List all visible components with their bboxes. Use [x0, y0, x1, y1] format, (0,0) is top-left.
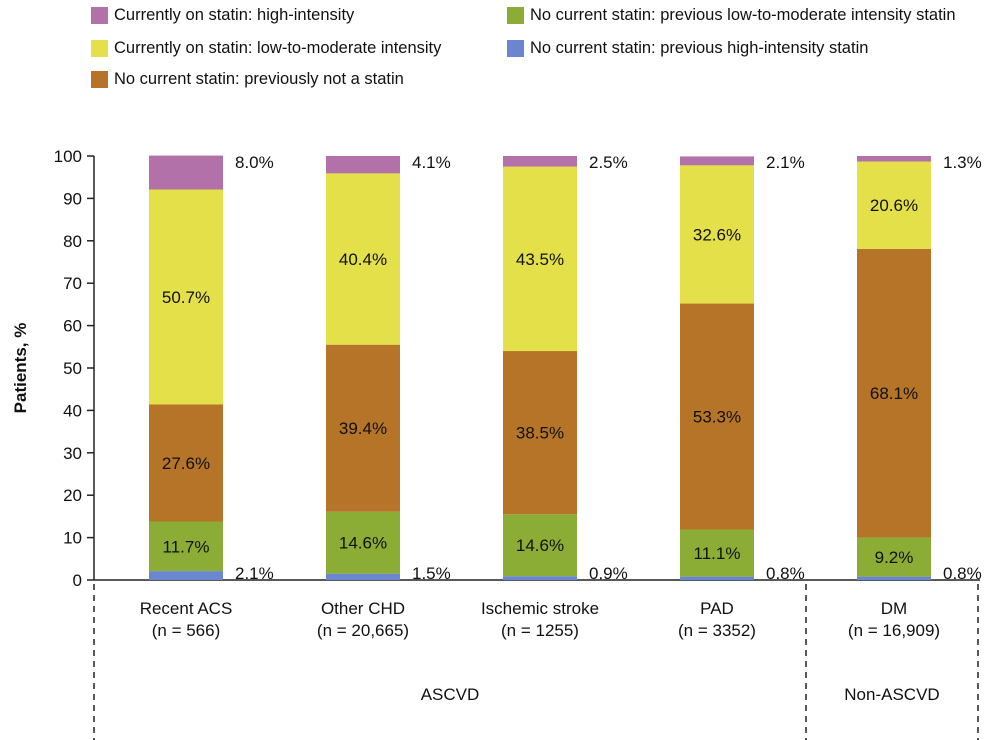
data-label: 4.1% [412, 153, 451, 172]
bar-segment [326, 511, 400, 574]
legend-item: No current statin: previously not a stat… [91, 70, 404, 89]
group-labels: ASCVD Non-ASCVD [93, 584, 979, 740]
data-label: 2.1% [235, 564, 274, 583]
legend-swatch [91, 40, 108, 57]
bars-group [149, 155, 931, 580]
y-tick-label: 30 [63, 444, 82, 463]
x-category-labels: Recent ACS (n = 566) Other CHD (n = 20,665)… [140, 599, 940, 640]
x-category-n-label: (n = 20,665) [317, 621, 409, 640]
data-label: 14.6% [516, 536, 564, 555]
x-category-label: PAD [700, 599, 734, 618]
legend-label: No current statin: previous high-intensi… [530, 39, 869, 57]
data-label: 8.0% [235, 153, 274, 172]
bar-segment [326, 173, 400, 345]
y-tick-label: 10 [63, 529, 82, 548]
data-label: 11.1% [694, 544, 741, 563]
bar-segment [149, 404, 223, 522]
bar-segment [326, 344, 400, 512]
data-label: 0.8% [766, 564, 805, 583]
bar-segment [680, 529, 754, 577]
y-tick-label: 50 [63, 359, 82, 378]
data-label: 27.6% [162, 454, 210, 473]
bar-segment [680, 156, 754, 166]
bar-segment [326, 156, 400, 174]
group-label: ASCVD [421, 685, 480, 704]
legend-item: No current statin: previous low-to-moder… [507, 6, 956, 25]
data-label: 1.3% [943, 153, 982, 172]
data-label: 32.6% [693, 225, 741, 244]
data-label: 39.4% [339, 419, 387, 438]
legend-label: No current statin: previous low-to-moder… [530, 6, 956, 24]
bar-segment [326, 573, 400, 580]
x-category-n-label: (n = 566) [152, 621, 221, 640]
data-label: 50.7% [162, 288, 210, 307]
data-label: 11.7% [163, 537, 210, 556]
bar-segment [503, 166, 577, 352]
legend-item: Currently on statin: low-to-moderate int… [91, 39, 441, 58]
data-label: 0.9% [589, 564, 628, 583]
y-tick-label: 90 [63, 189, 82, 208]
data-label: 14.6% [339, 534, 387, 553]
y-tick-label: 0 [73, 571, 82, 590]
legend-swatch [91, 7, 108, 24]
bar-segment [680, 165, 754, 304]
data-label: 1.5% [412, 564, 451, 583]
legend-swatch [91, 71, 108, 88]
bar-segment [149, 571, 223, 580]
y-tick-label: 40 [63, 401, 82, 420]
x-category-n-label: (n = 1255) [501, 621, 579, 640]
chart-legend: Currently on statin: high-intensity No cu… [0, 0, 993, 100]
x-category-label: DM [881, 599, 907, 618]
legend-item: Currently on statin: high-intensity [91, 6, 354, 25]
bar-segment [149, 189, 223, 405]
bar-segment [857, 248, 931, 538]
data-label: 40.4% [339, 250, 387, 269]
bar-segment [857, 156, 931, 162]
bar-segment [680, 576, 754, 580]
x-category-label: Ischemic stroke [481, 599, 599, 618]
bar-segment [149, 155, 223, 190]
data-label: 0.8% [943, 564, 982, 583]
data-label: 2.1% [766, 153, 805, 172]
x-category-label: Recent ACS [140, 599, 233, 618]
data-label: 68.1% [870, 384, 918, 403]
bar-segment [857, 537, 931, 577]
data-label: 20.6% [870, 196, 918, 215]
legend-item: No current statin: previous high-intensi… [507, 39, 868, 58]
y-tick-label: 80 [63, 232, 82, 251]
legend-label: Currently on statin: high-intensity [114, 6, 355, 24]
data-label: 38.5% [516, 424, 564, 443]
x-category-label: Other CHD [321, 599, 405, 618]
group-label: Non-ASCVD [844, 685, 939, 704]
legend-swatch [507, 40, 524, 57]
bar-segment [503, 351, 577, 515]
legend-label: No current statin: previously not a stat… [114, 70, 404, 88]
x-category-n-label: (n = 3352) [678, 621, 756, 640]
legend-label: Currently on statin: low-to-moderate int… [114, 39, 442, 57]
y-axis-title: Patients, % [11, 323, 30, 414]
bar-segment [680, 303, 754, 530]
legend-swatch [507, 7, 524, 24]
bar-segment [857, 576, 931, 580]
data-label: 9.2% [875, 548, 914, 567]
y-tick-label: 20 [63, 486, 82, 505]
y-tick-label: 70 [63, 274, 82, 293]
data-labels-group: 2.1% 11.7% 27.6% 50.7% 8.0% 1.5% 14.6% 39.4% 40.… [162, 153, 982, 583]
y-tick-label: 100 [54, 147, 82, 166]
data-label: 53.3% [693, 408, 741, 427]
data-label: 2.5% [589, 153, 628, 172]
bar-segment [149, 521, 223, 572]
x-category-n-label: (n = 16,909) [848, 621, 940, 640]
bar-segment [503, 514, 577, 577]
data-label: 43.5% [516, 250, 564, 269]
bar-segment [503, 156, 577, 167]
bar-segment [857, 161, 931, 249]
bar-segment [503, 576, 577, 580]
y-tick-label: 60 [63, 317, 82, 336]
